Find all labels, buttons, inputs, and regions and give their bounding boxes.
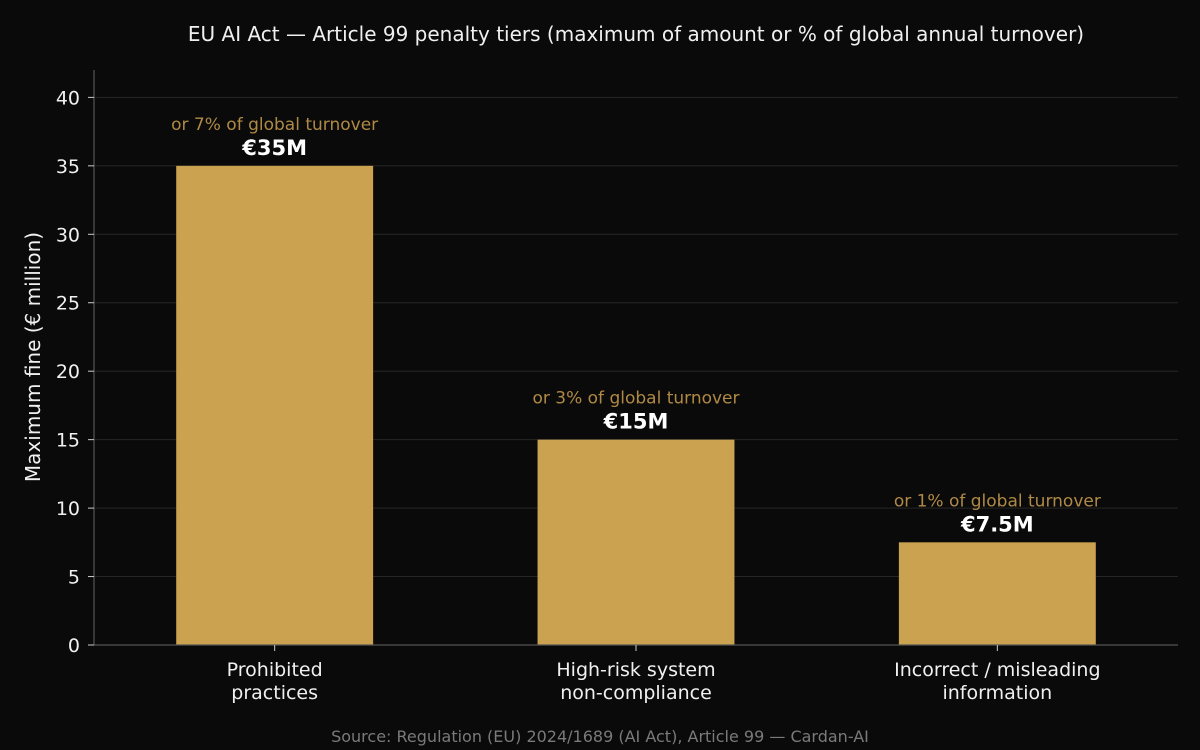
category-label: practices — [231, 682, 318, 704]
value-label: €35M — [241, 136, 307, 160]
category-label: non-compliance — [560, 682, 712, 704]
y-tick-label: 25 — [56, 293, 80, 315]
y-tick-label: 20 — [56, 361, 80, 383]
y-tick-label: 0 — [68, 635, 80, 657]
y-tick-label: 35 — [56, 156, 80, 178]
category-label: Prohibited — [227, 659, 323, 681]
y-tick-label: 40 — [56, 87, 80, 109]
value-label: €15M — [603, 410, 669, 434]
bar — [898, 542, 1096, 645]
y-tick-label: 30 — [56, 224, 80, 246]
category-label: Incorrect / misleading — [894, 659, 1100, 681]
chart-title: EU AI Act — Article 99 penalty tiers (ma… — [188, 22, 1084, 46]
y-tick-label: 10 — [56, 498, 80, 520]
category-label: information — [942, 682, 1052, 704]
y-tick-label: 15 — [56, 430, 80, 452]
value-label: €7.5M — [960, 512, 1034, 536]
bars — [176, 165, 1096, 646]
turnover-annotation: or 7% of global turnover — [171, 115, 378, 135]
source-note: Source: Regulation (EU) 2024/1689 (AI Ac… — [331, 727, 869, 746]
bar — [176, 165, 374, 646]
category-label: High-risk system — [556, 659, 715, 681]
y-ticks: 0 5 10 15 20 25 30 35 40 — [56, 87, 94, 657]
turnover-annotation: or 1% of global turnover — [894, 491, 1101, 511]
y-tick-label: 5 — [68, 567, 80, 589]
y-axis-label: Maximum fine (€ million) — [21, 232, 45, 482]
turnover-annotation: or 3% of global turnover — [532, 389, 739, 409]
bar — [537, 439, 735, 645]
